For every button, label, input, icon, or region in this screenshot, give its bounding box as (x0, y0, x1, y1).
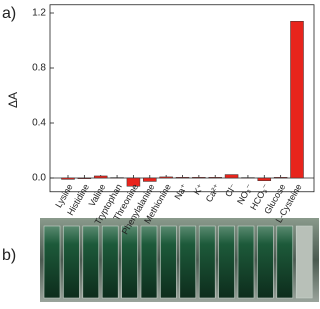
y-tick-label: 0.8 (32, 63, 46, 74)
plot-frame (49, 4, 315, 193)
bar (110, 177, 124, 179)
vial (160, 225, 177, 299)
panel-label: b) (2, 247, 16, 264)
vial (121, 225, 138, 299)
bar (93, 175, 108, 179)
bar (61, 177, 75, 180)
bar (126, 177, 141, 187)
vial (82, 225, 100, 299)
bar (175, 177, 190, 179)
x-tick-label: Ca²⁺ (204, 182, 222, 204)
bar (208, 177, 222, 179)
y-tick-label: 0.0 (32, 173, 46, 184)
vial (237, 225, 255, 299)
bar (273, 177, 288, 179)
vial (198, 225, 216, 299)
vial (101, 225, 119, 299)
bar (257, 177, 272, 181)
vial (140, 225, 158, 299)
bar (159, 176, 173, 179)
panel-label: a) (2, 5, 16, 22)
bar (224, 174, 239, 179)
y-tick-label: 0.4 (32, 118, 46, 129)
bar (143, 177, 157, 182)
vial (43, 225, 61, 299)
photo (40, 218, 319, 302)
x-tick-label: Cl⁻ (223, 182, 238, 199)
y-tick-label: 1.2 (32, 8, 46, 19)
vial (63, 225, 80, 299)
bar (241, 177, 255, 179)
y-axis-label: ΔA (6, 92, 20, 108)
vial (218, 225, 235, 299)
vial (179, 225, 197, 299)
bar (77, 177, 92, 179)
bar (192, 177, 206, 179)
x-tick-label: K⁺ (192, 182, 206, 197)
vial (295, 225, 313, 299)
bar (290, 21, 304, 179)
vial (276, 225, 294, 299)
vial (257, 225, 274, 299)
